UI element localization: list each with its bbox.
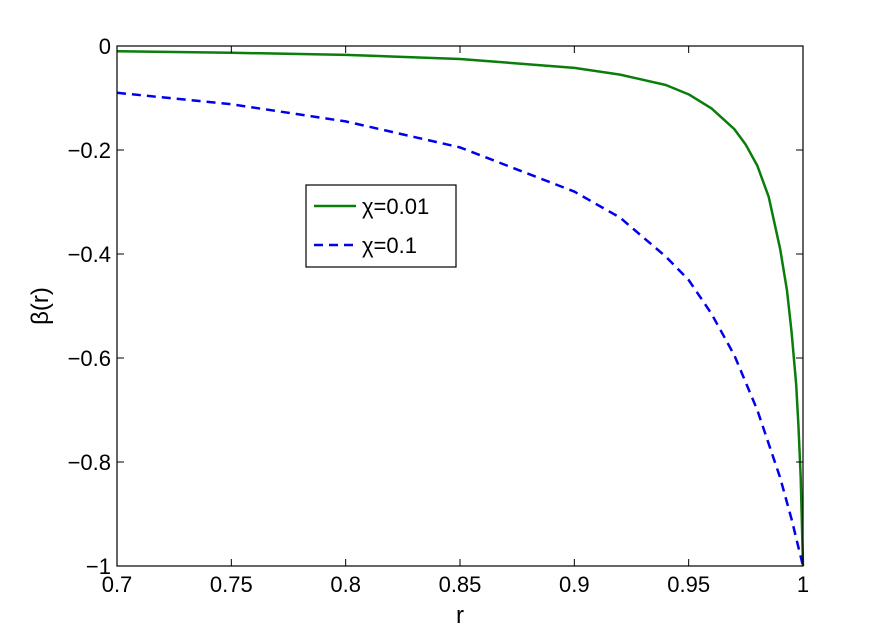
series-layer bbox=[116, 49, 805, 567]
plot-area bbox=[117, 46, 803, 566]
y-tick-label: −0.6 bbox=[68, 346, 111, 371]
y-tick-label: 0 bbox=[99, 34, 111, 59]
x-tick-label: 0.7 bbox=[102, 572, 133, 597]
y-tick-label: −0.2 bbox=[68, 138, 111, 163]
legend: χ=0.01 χ=0.1 bbox=[305, 184, 457, 268]
tick-layer: 0.7 0.75 0.8 0.85 0.9 0.95 1 0 −0.2 −0.4 −0.6 −0.8 −… bbox=[68, 34, 810, 597]
y-axis-label: β(r) bbox=[27, 287, 54, 325]
x-tick-label: 0.95 bbox=[667, 572, 710, 597]
legend-box bbox=[305, 184, 457, 268]
x-tick-label: 0.8 bbox=[330, 572, 361, 597]
series-line-1 bbox=[116, 49, 805, 567]
y-tick-label: −0.4 bbox=[68, 242, 111, 267]
x-tick-label: 0.9 bbox=[559, 572, 590, 597]
axes-frame bbox=[116, 45, 804, 567]
x-tick-label: 1 bbox=[797, 572, 809, 597]
y-tick-label: −0.8 bbox=[68, 450, 111, 475]
x-tick-label: 0.75 bbox=[210, 572, 253, 597]
x-tick-label: 0.85 bbox=[439, 572, 482, 597]
legend-label-chi-001: χ=0.01 bbox=[362, 194, 429, 219]
legend-label-chi-01: χ=0.1 bbox=[362, 233, 417, 258]
x-axis-label: r bbox=[456, 602, 464, 629]
y-tick-label: −1 bbox=[86, 554, 111, 579]
